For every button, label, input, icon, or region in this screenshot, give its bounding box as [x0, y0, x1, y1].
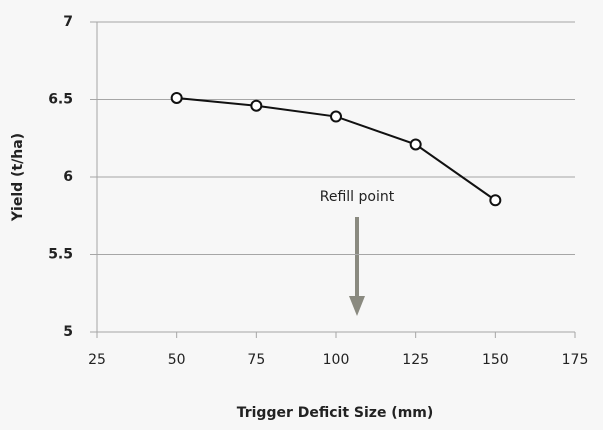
point — [330, 110, 342, 123]
point — [250, 99, 263, 112]
point — [409, 138, 422, 151]
y-tick-label: 6 — [63, 169, 73, 185]
x-tick-label: 75 — [247, 352, 265, 368]
y-tick-label: 5.5 — [48, 247, 73, 263]
y-tick-label: 7 — [63, 14, 73, 30]
annotation-arrow-head — [349, 296, 365, 316]
annotation: Refill point — [320, 189, 395, 205]
y-tick-label: 5 — [63, 324, 73, 340]
x-tick-label: 150 — [482, 352, 509, 368]
point — [489, 194, 502, 207]
x-tick-label: 25 — [88, 352, 106, 368]
point — [170, 91, 183, 104]
x-tick-label: 175 — [562, 352, 589, 368]
y-axis-label: Yield (t/ha) — [10, 133, 26, 222]
y-tick-label: 6.5 — [48, 92, 73, 108]
x-tick-label: 50 — [168, 352, 186, 368]
x-axis-label: Trigger Deficit Size (mm) — [237, 405, 434, 421]
x-tick-label: 125 — [402, 352, 429, 368]
x-tick-label: 100 — [323, 352, 350, 368]
